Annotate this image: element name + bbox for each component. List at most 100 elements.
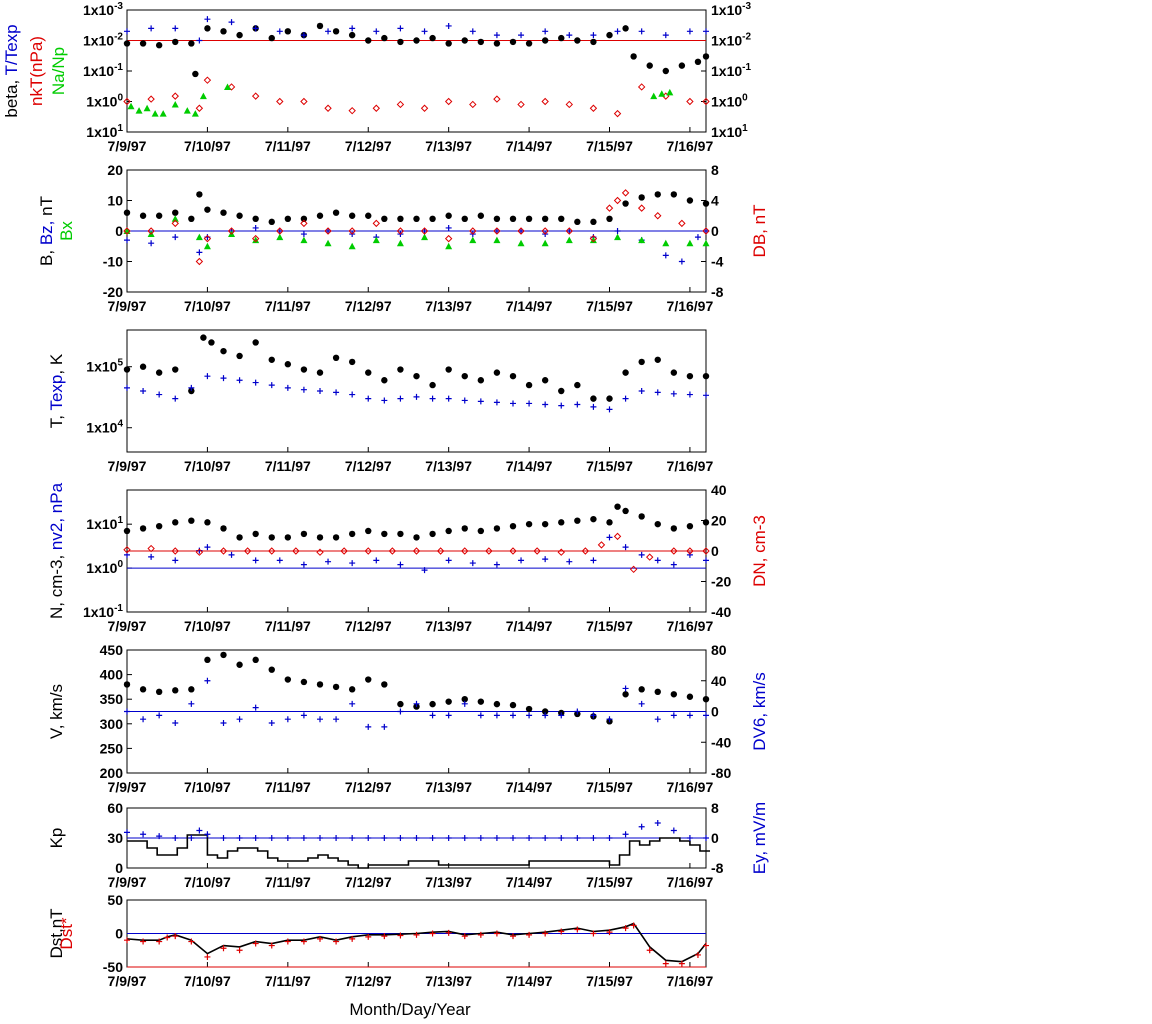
y-tick-label-right: 8 — [711, 162, 719, 178]
data-point — [445, 395, 452, 402]
y-tick-label-left: 1x10-2 — [83, 32, 123, 49]
data-point — [220, 525, 227, 532]
data-point — [381, 530, 388, 538]
data-point — [445, 366, 452, 373]
x-tick-label: 7/12/97 — [345, 779, 392, 795]
x-tick-label: 7/10/97 — [184, 298, 231, 314]
data-point — [316, 22, 324, 30]
data-point — [381, 215, 388, 222]
data-point — [397, 561, 404, 568]
x-tick-label: 7/13/97 — [425, 618, 472, 634]
x-tick-label: 7/9/97 — [108, 973, 147, 989]
data-point — [236, 377, 243, 384]
data-point — [276, 228, 283, 234]
data-point — [300, 678, 308, 686]
data-point — [565, 100, 573, 109]
data-point — [204, 519, 211, 526]
x-tick-label: 7/10/97 — [184, 973, 231, 989]
x-tick-label: 7/12/97 — [345, 973, 392, 989]
data-point — [276, 557, 283, 564]
data-point — [316, 534, 324, 541]
y-tick-label-right: 0 — [711, 830, 719, 846]
data-point — [510, 835, 516, 841]
y-tick-label-left: 0 — [115, 860, 123, 876]
y-tick-label-right: 1x10-1 — [711, 62, 751, 79]
data-point — [300, 835, 307, 841]
x-tick-label: 7/10/97 — [184, 618, 231, 634]
data-point — [139, 686, 147, 693]
data-point — [703, 712, 709, 719]
data-point — [332, 354, 340, 362]
data-point — [444, 234, 453, 243]
data-point — [606, 406, 613, 413]
data-point — [349, 560, 356, 567]
data-point — [171, 215, 179, 222]
data-point — [445, 835, 452, 841]
y-tick-label-left: 20 — [107, 162, 123, 178]
data-point — [155, 369, 163, 376]
x-tick-label: 7/9/97 — [108, 458, 147, 474]
data-point — [397, 395, 404, 402]
data-point — [204, 831, 211, 838]
data-point — [365, 933, 372, 940]
data-point — [316, 681, 324, 688]
data-point — [558, 34, 565, 42]
data-point — [147, 227, 155, 235]
data-point — [348, 530, 356, 538]
data-point — [155, 212, 163, 219]
data-point — [574, 926, 581, 933]
data-point — [195, 104, 204, 112]
data-point — [148, 25, 155, 32]
data-point — [493, 700, 501, 708]
data-point — [413, 37, 420, 44]
data-point — [590, 712, 597, 719]
y-tick-label-right: 4 — [711, 193, 719, 209]
data-point — [204, 544, 211, 551]
data-point — [188, 215, 195, 222]
data-point — [348, 212, 356, 219]
data-point — [268, 666, 275, 673]
data-point — [621, 189, 630, 197]
data-point — [412, 547, 421, 555]
data-point — [638, 236, 646, 244]
data-point — [469, 227, 477, 235]
data-point — [461, 397, 468, 404]
y-axis-label-left: T, Texp, K — [47, 353, 66, 428]
data-point — [444, 97, 453, 106]
data-point — [646, 553, 654, 561]
data-point — [199, 92, 207, 100]
data-point — [413, 215, 420, 222]
data-point — [195, 233, 203, 241]
y-tick-label-right: 1x10-3 — [711, 1, 751, 18]
x-tick-label: 7/15/97 — [586, 458, 633, 474]
data-point — [613, 532, 622, 541]
data-point — [268, 547, 276, 555]
data-point — [605, 204, 614, 212]
series-red-diamond — [123, 189, 710, 266]
data-point — [236, 31, 243, 39]
y-tick-label-left: 1x101 — [86, 123, 123, 140]
y-tick-label-left: -10 — [103, 254, 123, 270]
panel-beta: 7/9/97 7/10/97 7/11/97 7/12/97 7/13/97 7/14/9… — [2, 9, 713, 154]
data-point — [622, 395, 629, 402]
data-point — [124, 28, 130, 35]
data-point — [581, 547, 590, 555]
data-point — [316, 212, 324, 219]
data-point — [670, 712, 677, 719]
data-point — [461, 372, 468, 380]
data-point — [300, 219, 308, 228]
data-point — [421, 28, 428, 35]
data-point — [589, 234, 598, 243]
data-point — [493, 369, 501, 376]
data-point — [127, 102, 135, 110]
data-point — [469, 100, 477, 109]
data-point — [172, 557, 179, 564]
data-point — [637, 83, 646, 91]
data-point — [349, 25, 356, 32]
data-point — [413, 393, 420, 400]
y-tick-label-right: 8 — [711, 800, 719, 816]
data-point — [606, 929, 613, 936]
data-point — [325, 28, 332, 35]
data-point — [252, 557, 259, 564]
data-point — [461, 700, 468, 707]
